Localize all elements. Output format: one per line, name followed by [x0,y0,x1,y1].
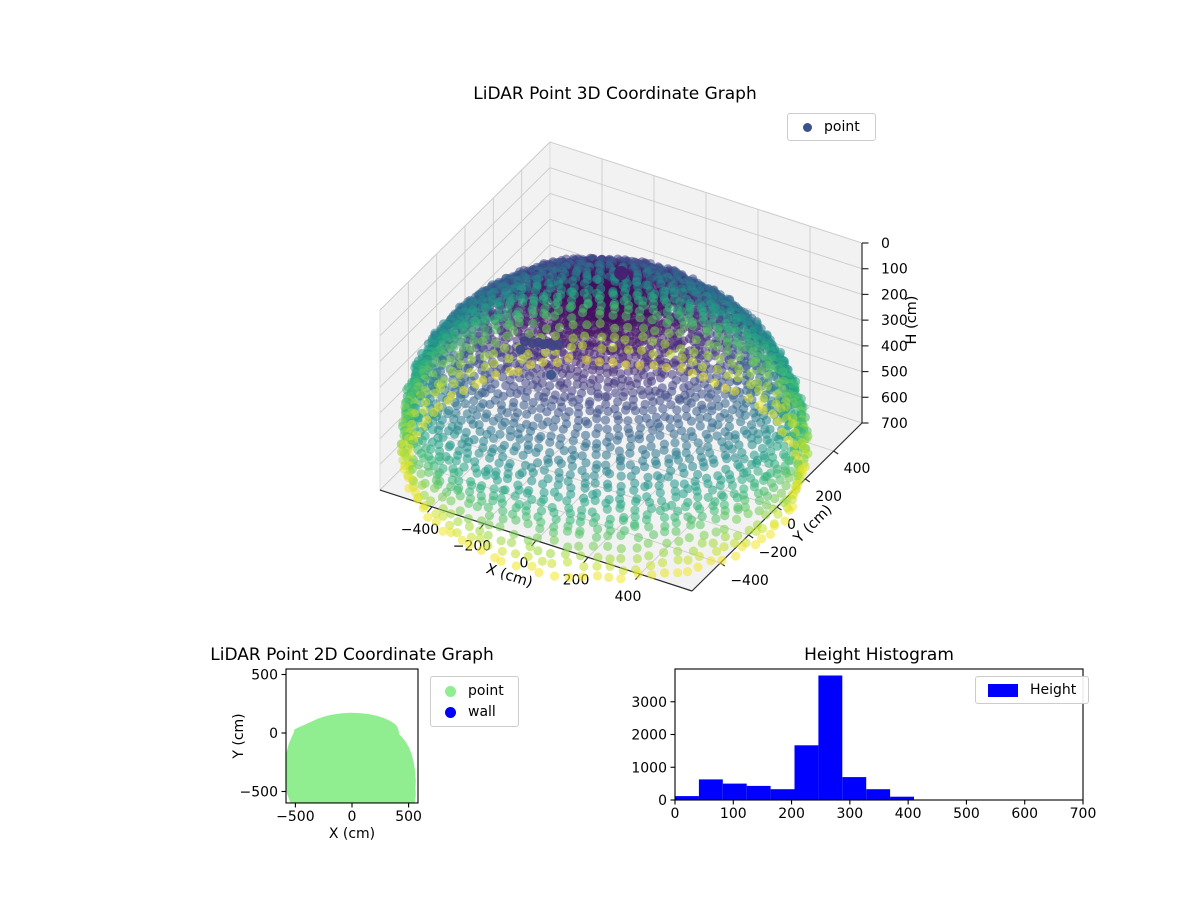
scatter3d-title: LiDAR Point 3D Coordinate Graph [473,84,757,104]
legend-label: point [468,683,504,699]
svg-text:0: 0 [269,726,278,742]
svg-text:200: 200 [815,489,842,505]
wall-marker-icon [445,706,456,718]
histogram-plot: 0 100 200 300 400 500 600 700 0 1000 2000 3000 [631,668,1096,822]
legend-item-point-2d: point [445,683,504,699]
svg-text:300: 300 [881,313,908,329]
svg-text:0: 0 [881,236,890,252]
svg-text:400: 400 [881,339,908,355]
svg-text:700: 700 [1070,806,1097,822]
tick-labels-hist: 0 100 200 300 400 500 600 700 0 1000 2000 3000 [631,695,1096,822]
wall-points [515,336,564,380]
svg-text:X (cm): X (cm) [329,826,375,842]
svg-text:200: 200 [881,287,908,303]
height-patch-icon [988,683,1018,697]
histogram-legend: Height [975,676,1090,704]
svg-text:500: 500 [251,668,278,684]
point-marker-icon [445,685,456,697]
svg-text:400: 400 [895,806,922,822]
svg-text:1000: 1000 [631,760,667,776]
svg-text:0: 0 [658,793,667,809]
svg-text:−200: −200 [759,545,797,561]
legend-item-point-3d: point [803,119,860,135]
svg-text:100: 100 [720,806,747,822]
svg-text:−400: −400 [730,573,768,589]
svg-text:3000: 3000 [631,695,667,711]
tick-labels-2d: −500 0 500 −500 0 500 X (cm) Y (cm) [231,668,422,843]
axes-frame [285,668,419,804]
svg-text:Y (cm): Y (cm) [231,713,247,759]
outlier-point [614,266,629,281]
svg-text:0: 0 [787,517,796,533]
svg-text:600: 600 [881,390,908,406]
svg-text:600: 600 [1011,806,1038,822]
legend-label: wall [468,704,496,720]
svg-text:2000: 2000 [631,728,667,744]
svg-text:Y (cm): Y (cm) [790,502,835,547]
legend-item-height: Height [988,682,1076,698]
scatter2d-legend: point wall [430,676,519,727]
legend-item-wall-2d: wall [445,704,504,720]
svg-text:200: 200 [778,806,805,822]
point-region [286,712,416,803]
svg-text:−500: −500 [240,785,278,801]
svg-text:100: 100 [881,262,908,278]
scatter3d-legend: point [787,113,876,141]
svg-text:0: 0 [671,806,680,822]
histogram-bars [675,675,914,800]
svg-text:0: 0 [348,809,357,825]
svg-text:300: 300 [836,806,863,822]
svg-text:−500: −500 [276,809,314,825]
scatter2d-title: LiDAR Point 2D Coordinate Graph [210,645,494,665]
scatter2d-plot: −500 0 500 −500 0 500 X (cm) Y (cm) [231,668,422,843]
point-cloud [396,253,813,584]
svg-text:400: 400 [615,589,642,605]
svg-text:400: 400 [844,461,871,477]
svg-text:500: 500 [953,806,980,822]
point-marker-icon [803,122,812,132]
histogram-title: Height Histogram [804,645,954,665]
svg-text:0: 0 [520,555,529,571]
svg-text:H (cm): H (cm) [904,296,920,345]
legend-label: point [824,119,860,135]
svg-text:700: 700 [881,416,908,432]
scatter3d-plot: −400−2000200400−400−20002004000100200300… [379,140,920,605]
svg-text:500: 500 [395,809,422,825]
svg-text:500: 500 [881,365,908,381]
legend-label: Height [1030,682,1077,698]
svg-text:−400: −400 [401,522,439,538]
